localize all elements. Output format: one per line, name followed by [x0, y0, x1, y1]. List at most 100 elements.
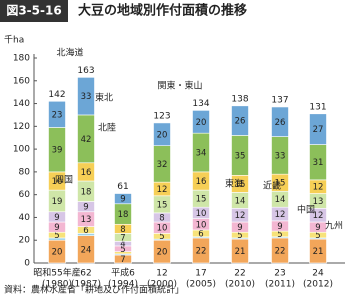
segment-label: 9 — [277, 222, 282, 232]
segment-label: 9 — [120, 195, 125, 205]
segment-label: 13 — [81, 215, 92, 225]
segment-label: 12 — [235, 211, 246, 221]
segment-label: 35 — [235, 151, 246, 161]
bar-segment — [231, 105, 249, 136]
segment-label: 39 — [52, 146, 63, 156]
x-tick-label: 24 — [312, 269, 324, 279]
x-tick-label: 17 — [195, 269, 206, 279]
bar-segment — [271, 106, 289, 137]
y-unit: 千ha — [4, 35, 24, 46]
x-tick-year: (2000) — [147, 280, 177, 290]
x-tick-year: (2012) — [303, 280, 333, 290]
x-tick-year: (2005) — [186, 280, 216, 290]
segment-label: 7 — [120, 255, 125, 265]
segment-label: 9 — [54, 223, 59, 233]
legend-label: 東海 — [225, 178, 243, 190]
segment-label: 5 — [315, 231, 320, 241]
segment-label: 22 — [275, 246, 286, 256]
segment-label: 15 — [275, 179, 286, 189]
segment-label: 5 — [237, 231, 242, 241]
x-tick-label: 23 — [274, 269, 285, 279]
segment-label: 18 — [81, 187, 92, 197]
segment-label: 16 — [196, 177, 207, 187]
bar-segment — [153, 122, 171, 146]
legend-label: 北陸 — [98, 122, 116, 134]
segment-label: 31 — [313, 158, 324, 168]
segment-label: 12 — [313, 183, 324, 193]
segment-label: 12 — [313, 211, 324, 221]
segment-label: 33 — [275, 151, 286, 161]
bar-segment — [48, 100, 66, 128]
y-tick-label: 100 — [13, 145, 30, 155]
figure-label: 図3-5-16 — [6, 4, 61, 18]
segment-label: 4 — [120, 240, 125, 250]
segment-label: 15 — [235, 180, 246, 190]
segment-label: 5 — [120, 245, 125, 255]
badge-bg — [0, 0, 68, 22]
y-tick-label: 80 — [19, 167, 31, 177]
segment-label: 12 — [275, 210, 286, 220]
x-tick-label: 12 — [156, 269, 167, 279]
segment-label: 9 — [315, 223, 320, 233]
segment-label: 6 — [83, 226, 88, 236]
segment-label: 26 — [275, 118, 286, 128]
segment-label: 15 — [196, 195, 207, 205]
segment-label: 9 — [83, 203, 88, 213]
y-tick-label: 20 — [19, 236, 31, 246]
segment-label: 14 — [235, 196, 246, 206]
segment-label: 26 — [235, 117, 246, 127]
segment-label: 15 — [157, 200, 168, 210]
segment-label: 33 — [81, 92, 92, 102]
x-tick-label: 平成6 — [111, 267, 135, 279]
y-tick-label: 160 — [13, 76, 30, 86]
segment-label: 21 — [235, 247, 246, 257]
segment-label: 6 — [198, 229, 203, 239]
total-label: 61 — [117, 182, 128, 192]
segment-label: 23 — [52, 110, 63, 120]
y-tick-label: 120 — [13, 122, 30, 132]
total-label: 142 — [48, 90, 65, 100]
segment-label: 16 — [52, 177, 63, 187]
legend-label: 関東・東山 — [157, 80, 202, 92]
total-label: 134 — [192, 99, 209, 109]
y-tick-label: 180 — [13, 54, 30, 64]
segment-label: 10 — [157, 224, 168, 234]
segment-label: 42 — [81, 135, 92, 145]
segment-label: 32 — [157, 160, 168, 170]
legend-label: 四国 — [55, 175, 73, 186]
segment-label: 34 — [196, 149, 207, 159]
segment-label: 8 — [159, 213, 164, 223]
y-tick-label: 0 — [24, 259, 30, 269]
segment-label: 10 — [196, 209, 207, 219]
chart-title: 大豆の地域別作付面積の推移 — [78, 3, 247, 19]
segment-label: 7 — [120, 233, 125, 243]
x-tick-year: (1980) — [42, 280, 72, 290]
legend-label: 九州 — [325, 221, 343, 232]
legend-label: 中国 — [297, 204, 315, 216]
segment-label: 9 — [54, 213, 59, 223]
legend-label: 北海道 — [56, 47, 83, 59]
legend-label: 東北 — [95, 92, 113, 104]
source: 資料：農林水産省「耕地及び作付面積統計」 — [4, 284, 184, 296]
x-tick-label: 昭和55年産 — [33, 267, 80, 279]
segment-label: 19 — [52, 197, 63, 207]
total-label: 137 — [271, 95, 288, 105]
x-tick-year: (2011) — [265, 280, 295, 290]
segment-label: 12 — [157, 185, 168, 195]
segment-label: 10 — [196, 220, 207, 230]
total-label: 163 — [77, 66, 94, 76]
x-tick-label: 22 — [234, 269, 245, 279]
segment-label: 9 — [237, 223, 242, 233]
segment-label: 16 — [81, 168, 92, 178]
segment-label: 20 — [52, 248, 63, 258]
segment-label: 20 — [196, 118, 207, 128]
y-tick-label: 60 — [19, 190, 31, 200]
bar-segment — [192, 110, 210, 134]
segment-label: 22 — [196, 246, 207, 256]
segment-label: 5 — [54, 231, 59, 241]
segment-label: 20 — [157, 130, 168, 140]
segment-label: 5 — [159, 232, 164, 242]
total-label: 138 — [231, 94, 248, 104]
segment-label: 21 — [313, 247, 324, 257]
